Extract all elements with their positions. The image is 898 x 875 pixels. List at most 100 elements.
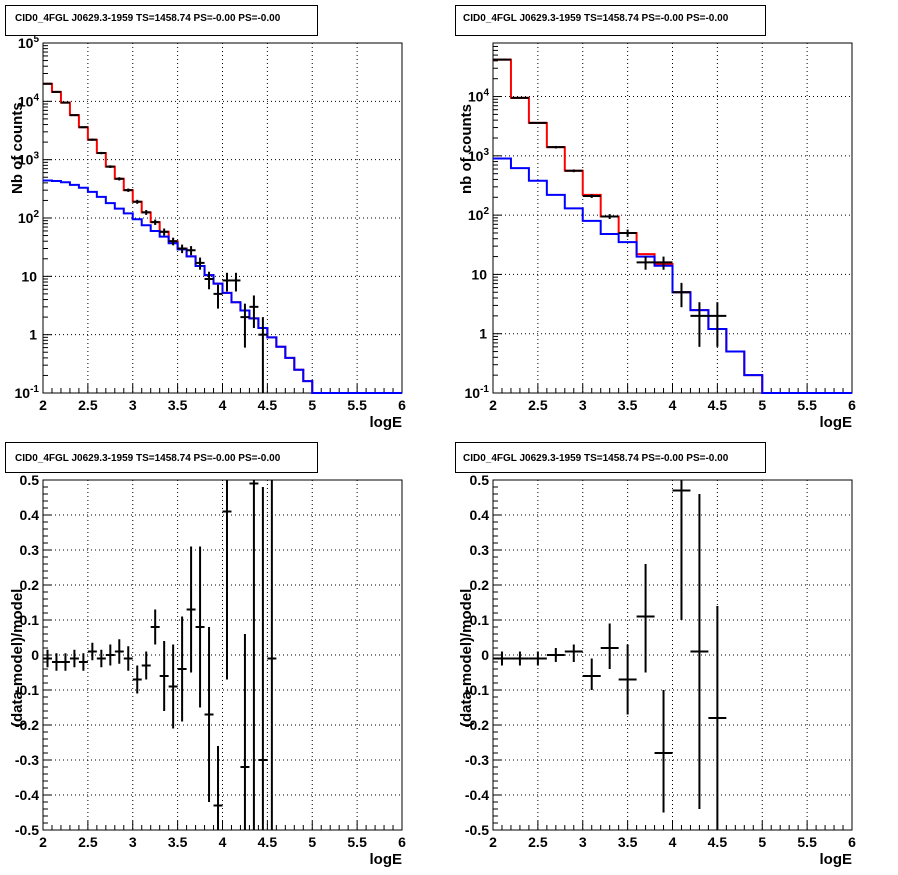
y-tick-label: -0.2 [465,717,489,733]
x-tick-label: 6 [398,397,406,413]
data-point [150,219,160,225]
data-point [636,564,655,673]
x-tick-label: 2 [39,834,47,850]
y-tick-label: 0.2 [470,577,490,593]
x-tick-label: 5 [758,397,766,413]
data-point [177,244,187,254]
x-tick-label: 4.5 [708,397,728,413]
data-point [60,653,70,671]
data-point [249,295,259,329]
data-point [582,194,601,198]
x-tick-label: 5 [758,834,766,850]
y-tick-label: 0.1 [470,612,490,628]
data-point [177,616,187,722]
x-tick-label: 5.5 [347,834,367,850]
data-point [240,303,250,348]
data-point [105,165,115,168]
y-tick-label: 103 [468,147,490,164]
chart-title: CID0_4FGL J0629.3-1959 TS=1458.74 PS=-0.… [15,453,281,464]
y-tick-label: -0.4 [465,787,489,803]
x-axis-label: logE [370,414,403,431]
data-point [114,639,124,664]
data-point [528,651,547,666]
x-axis-label: logE [820,414,853,431]
data-point [654,690,673,813]
y-tick-label: 0.3 [470,542,490,558]
data-point [87,642,97,661]
y-tick-label: 0.5 [470,472,490,488]
data-point [708,606,727,830]
data-point [132,665,142,694]
data-point [240,634,250,830]
data-point [510,651,529,666]
data-point [141,651,151,680]
x-tick-label: 3 [129,834,137,850]
data-point [87,138,97,141]
x-tick-label: 3.5 [618,397,638,413]
x-tick-label: 5.5 [797,397,817,413]
data-point [114,177,124,181]
data-point [708,302,727,347]
data-point [195,257,205,270]
data-point [222,480,232,680]
x-tick-label: 3.5 [618,834,638,850]
chart-title-box [5,442,318,473]
data-point [51,653,61,671]
data-point [168,644,178,729]
data-point [231,272,241,292]
data-point [618,644,637,715]
data-point [493,651,511,666]
chart-title: CID0_4FGL J0629.3-1959 TS=1458.74 PS=-0.… [463,453,729,464]
data-point [546,648,565,662]
x-tick-label: 2.5 [78,834,98,850]
y-tick-label: 10-1 [465,384,490,401]
data-point [123,188,133,192]
y-axis-label: Nb of counts [9,102,26,194]
data-point [51,90,61,93]
y-tick-label: 10 [21,268,37,284]
data-point [510,96,529,99]
y-tick-label: -0.1 [465,682,489,698]
data-point [600,214,619,220]
x-tick-label: 2.5 [528,397,548,413]
y-tick-label: 0.3 [20,542,40,558]
data-point [186,546,196,673]
data-point [222,272,232,292]
y-tick-label: -0.5 [465,822,489,838]
chart-title-box [5,5,318,36]
x-tick-label: 4.5 [258,834,278,850]
x-tick-label: 3 [579,834,587,850]
data-point [69,649,79,668]
y-tick-label: 105 [18,34,40,51]
y-tick-label: 0 [31,647,39,663]
y-axis-label: (data-model)/model [458,589,475,727]
data-point [43,82,52,85]
data-point [672,282,691,308]
chart-title-box [455,442,766,473]
x-tick-label: 4 [219,834,227,850]
data-point [258,487,268,830]
chart-title-box [455,5,766,36]
chart-title: CID0_4FGL J0629.3-1959 TS=1458.74 PS=-0.… [15,13,281,24]
data-point [267,480,277,830]
data-point [132,199,142,204]
chart-panel-3: CID0_4FGL J0629.3-1959 TS=1458.74 PS=-0.… [5,442,406,868]
chart-panel-2: CID0_4FGL J0629.3-1959 TS=1458.74 PS=-0.… [455,5,856,431]
data-point [43,649,52,668]
histogram-series-2 [493,157,852,394]
y-tick-label: -0.3 [465,752,489,768]
data-point [690,494,709,809]
data-point [249,480,259,830]
x-tick-label: 3.5 [168,834,188,850]
x-tick-label: 3 [579,397,587,413]
x-tick-label: 5.5 [347,397,367,413]
data-point [546,145,565,149]
histogram-series-2 [43,179,402,394]
data-point [654,256,673,270]
x-tick-label: 3.5 [168,397,188,413]
y-tick-label: -0.3 [15,752,39,768]
x-tick-label: 5 [308,397,316,413]
y-tick-label: -0.2 [15,717,39,733]
data-point [582,658,601,690]
data-point [186,246,196,256]
